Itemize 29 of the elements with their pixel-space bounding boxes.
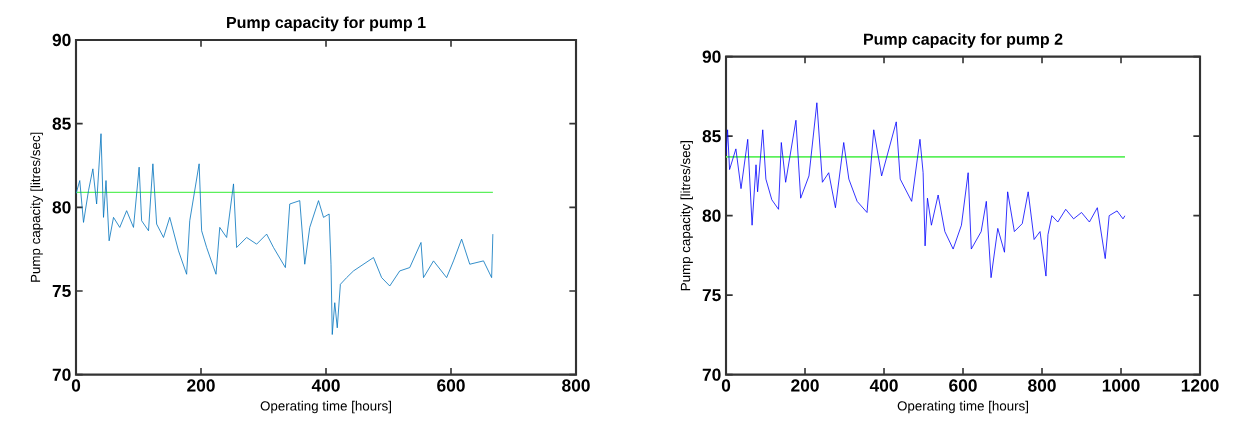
line-series: [726, 102, 1126, 279]
x-tick-label: 200: [187, 379, 215, 392]
x-tick-label: 800: [562, 379, 590, 392]
x-axis-title: Operating time [hours]: [260, 400, 391, 414]
y-tick-label: 90: [702, 50, 721, 63]
x-tick-label: 800: [1028, 379, 1056, 392]
x-tick-label: 1000: [1102, 379, 1140, 392]
x-tick-label: 400: [311, 379, 340, 392]
y-tick-label: 85: [702, 130, 721, 143]
y-tick-label: 85: [52, 117, 71, 130]
y-axis-title: Pump capacity [litres/sec]: [30, 132, 43, 282]
y-tick-label: 75: [52, 284, 71, 298]
x-tick-label: 1200: [1181, 379, 1219, 392]
y-tick-label: 75: [702, 289, 721, 302]
x-tick-label: 200: [791, 379, 819, 392]
chart-title: Pump capacity for pump 2: [864, 33, 1063, 48]
x-tick-label: 0: [71, 379, 81, 392]
x-axis-title: Operating time [hours]: [897, 400, 1028, 414]
y-axis-title: Pump capacity [litres/sec]: [680, 141, 693, 291]
x-tick-label: 600: [949, 379, 977, 392]
y-tick-label: 70: [52, 368, 71, 381]
x-tick-label: 400: [869, 379, 898, 392]
y-tick-label: 80: [52, 201, 71, 214]
x-tick-label: 0: [721, 379, 731, 392]
chart-title: Pump capacity for pump 1: [227, 16, 426, 32]
y-tick-label: 70: [702, 368, 721, 381]
y-tick-label: 80: [702, 209, 721, 222]
y-tick-label: 90: [52, 33, 71, 47]
x-tick-label: 600: [437, 379, 465, 392]
